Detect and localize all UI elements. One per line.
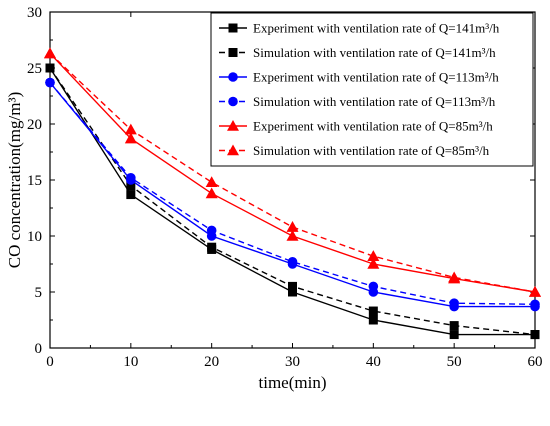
y-tick-label: 25 <box>27 61 42 77</box>
data-point <box>287 256 298 267</box>
legend-label: Simulation with ventilation rate of Q=14… <box>253 45 496 60</box>
data-point <box>449 330 459 340</box>
data-point <box>288 281 297 291</box>
y-tick-label: 20 <box>27 117 42 133</box>
data-point <box>530 299 540 310</box>
y-axis-title: CO concentration(mg/m³) <box>5 92 24 268</box>
legend-item: Simulation with ventilation rate of Q=14… <box>219 45 496 60</box>
data-point <box>530 330 540 340</box>
data-point <box>124 132 137 144</box>
legend: Experiment with ventilation rate of Q=14… <box>210 12 534 167</box>
data-point <box>449 298 459 309</box>
data-point <box>45 77 55 88</box>
data-point <box>44 47 56 59</box>
legend-label: Experiment with ventilation rate of Q=14… <box>253 21 500 36</box>
data-point <box>448 271 461 283</box>
data-point <box>205 176 218 188</box>
legend-item: Simulation with ventilation rate of Q=11… <box>219 94 496 109</box>
legend-label: Experiment with ventilation rate of Q=11… <box>253 70 499 85</box>
series-2 <box>45 63 540 340</box>
legend-item: Experiment with ventilation rate of Q=14… <box>219 21 500 36</box>
legend-item: Experiment with ventilation rate of Q=85… <box>219 119 493 134</box>
series-4 <box>45 77 540 310</box>
y-tick-label: 15 <box>27 173 42 189</box>
data-point <box>126 172 136 183</box>
legend-marker <box>228 23 238 33</box>
data-point <box>124 123 137 135</box>
legend-box <box>210 12 534 167</box>
data-point <box>286 221 299 232</box>
data-point <box>449 321 459 331</box>
data-point <box>368 281 379 292</box>
data-point <box>45 63 55 73</box>
data-point <box>126 190 136 200</box>
legend-marker <box>228 48 238 57</box>
legend-label: Experiment with ventilation rate of Q=85… <box>253 119 493 134</box>
legend-marker <box>227 120 239 131</box>
x-tick-label: 60 <box>528 354 543 370</box>
data-point <box>367 258 380 269</box>
legend-label: Simulation with ventilation rate of Q=85… <box>253 143 490 158</box>
x-tick-label: 40 <box>366 354 381 370</box>
y-tick-label: 5 <box>35 285 43 301</box>
x-tick-label: 0 <box>46 354 54 370</box>
legend-item: Experiment with ventilation rate of Q=11… <box>219 70 499 85</box>
data-point <box>529 286 541 297</box>
y-tick-label: 10 <box>27 229 42 245</box>
data-point <box>207 242 217 252</box>
data-point <box>286 230 299 241</box>
x-tick-label: 20 <box>204 354 219 370</box>
legend-marker <box>228 72 238 82</box>
series-group <box>44 47 541 340</box>
data-point <box>367 250 380 261</box>
legend-item: Simulation with ventilation rate of Q=85… <box>219 143 490 158</box>
legend-marker <box>228 96 238 107</box>
x-axis-title: time(min) <box>259 373 327 392</box>
legend-marker <box>227 144 239 156</box>
data-point <box>206 225 217 236</box>
y-tick-label: 0 <box>35 341 43 357</box>
y-tick-label: 30 <box>27 5 42 21</box>
data-point <box>126 181 136 191</box>
legend-label: Simulation with ventilation rate of Q=11… <box>253 94 496 109</box>
series-6 <box>44 47 541 297</box>
x-tick-label: 10 <box>123 354 138 370</box>
data-point <box>205 187 218 199</box>
axes: 0 10 20 30 40 50 60 0 5 10 15 20 25 30 <box>27 5 543 370</box>
x-tick-label: 30 <box>285 354 300 370</box>
data-point <box>368 306 378 316</box>
data-point <box>288 287 297 297</box>
data-point <box>368 315 378 325</box>
x-tick-label: 50 <box>447 354 462 370</box>
